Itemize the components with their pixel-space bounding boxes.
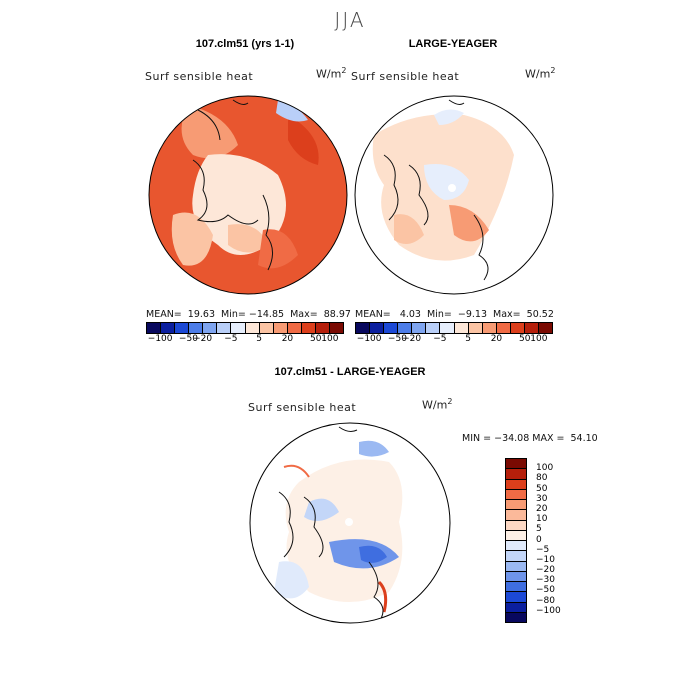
- diff-colorbar-swatch: [506, 582, 526, 593]
- left-units-label: W/m2: [316, 66, 347, 81]
- diff-colorbar-tick-label: −10: [536, 554, 555, 565]
- right-colorbar-swatch: [482, 323, 497, 333]
- left-panel-title: 107.clm51 (yrs 1-1): [195, 38, 295, 50]
- left-colorbar-swatch: [147, 323, 162, 333]
- left-colorbar-swatch: [217, 323, 232, 333]
- diff-colorbar-tick-label: −50: [536, 585, 555, 596]
- left-colorbar-swatch: [315, 323, 331, 333]
- right-colorbar-swatch: [496, 323, 511, 333]
- left-colorbar-tick-label: 20: [281, 334, 294, 344]
- right-panel-title: LARGE-YEAGER: [408, 38, 498, 50]
- left-colorbar-tick-label: −20: [193, 334, 213, 344]
- diff-colorbar-swatch: [506, 469, 526, 480]
- left-colorbar-swatch: [301, 323, 316, 333]
- diff-colorbar-tick-label: 50: [536, 483, 548, 494]
- right-colorbar-swatch: [454, 323, 469, 333]
- diff-colorbar-swatch: [506, 561, 526, 572]
- right-colorbar-swatch: [356, 323, 371, 333]
- diff-colorbar-swatch: [506, 530, 526, 541]
- left-stats: MEAN= 19.63 Min= −14.85 Max= 88.97: [146, 309, 351, 320]
- diff-minmax: MIN = −34.08 MAX = 54.10: [462, 433, 598, 444]
- right-colorbar-swatch: [440, 323, 455, 333]
- right-colorbar-tick-label: −100: [356, 334, 382, 344]
- diff-colorbar-swatch: [506, 520, 526, 531]
- left-colorbar-tick-label: −50: [178, 334, 198, 344]
- diff-colorbar-tick-label: 10: [536, 514, 548, 525]
- right-colorbar: −100 −50 −20 −5 5 20 50 100: [355, 322, 553, 346]
- right-colorbar-swatch: [539, 323, 553, 333]
- diff-colorbar-tick-label: 30: [536, 493, 548, 504]
- right-colorbar-tick-label: −20: [402, 334, 422, 344]
- right-colorbar-swatch: [398, 323, 413, 333]
- left-colorbar-tick-label: −5: [224, 334, 238, 344]
- right-stats: MEAN= 4.03 Min= −9.13 Max= 50.52: [355, 309, 554, 320]
- diff-panel-title: 107.clm51 - LARGE-YEAGER: [274, 366, 426, 378]
- right-colorbar-swatch: [524, 323, 540, 333]
- diff-colorbar-tick-label: −20: [536, 565, 555, 576]
- left-colorbar-swatch: [189, 323, 204, 333]
- left-colorbar-tick-label: −100: [147, 334, 173, 344]
- right-colorbar-tick-label: 100: [530, 334, 548, 344]
- right-colorbar-tick-label: 20: [490, 334, 503, 344]
- diff-colorbar: [505, 458, 527, 623]
- left-colorbar-swatch: [203, 323, 218, 333]
- left-colorbar-swatch: [259, 323, 274, 333]
- diff-colorbar-tick-label: 80: [536, 473, 548, 484]
- diff-colorbar-tick-label: 5: [536, 524, 542, 535]
- left-colorbar-swatch: [287, 323, 302, 333]
- diff-colorbar-swatch: [506, 602, 526, 613]
- right-polar-map: [354, 95, 554, 295]
- right-colorbar-swatch: [426, 323, 441, 333]
- right-colorbar-tick-label: −5: [433, 334, 447, 344]
- left-variable-label: Surf sensible heat: [145, 70, 254, 83]
- right-colorbar-swatch: [384, 323, 399, 333]
- right-colorbar-tick-label: −50: [387, 334, 407, 344]
- diff-colorbar-swatch: [506, 510, 526, 521]
- left-arctic-region: [192, 154, 286, 255]
- diff-colorbar-tick-label: −100: [536, 605, 561, 616]
- diff-colorbar-tick-label: 20: [536, 503, 548, 514]
- left-colorbar-swatch: [330, 323, 344, 333]
- diff-colorbar-tick-label: −5: [536, 544, 550, 555]
- left-colorbar-swatch: [231, 323, 246, 333]
- left-colorbar-swatch: [273, 323, 288, 333]
- diff-colorbar-tick-label: 100: [536, 463, 554, 474]
- diff-colorbar-swatch: [506, 489, 526, 500]
- left-colorbar: −100 −50 −20 −5 5 20 50 100: [146, 322, 344, 346]
- diff-colorbar-swatch: [506, 592, 526, 603]
- left-colorbar-swatch: [175, 323, 190, 333]
- right-colorbar-swatch: [412, 323, 427, 333]
- season-title: JJA: [334, 8, 366, 32]
- diff-colorbar-tick-label: −30: [536, 575, 555, 586]
- left-colorbar-swatch: [245, 323, 260, 333]
- diff-colorbar-swatch: [506, 541, 526, 552]
- diff-colorbar-tick-label: −80: [536, 595, 555, 606]
- diff-polar-map: [249, 422, 451, 624]
- diff-colorbar-swatch: [506, 551, 526, 562]
- diff-colorbar-swatch: [506, 500, 526, 511]
- diff-colorbar-labels: 100 80 50 30 20 10 5 0 −5 −10 −20 −30 −50 −80 −100: [536, 458, 576, 621]
- right-colorbar-tick-label: 50: [518, 334, 531, 344]
- right-units-label: W/m2: [525, 66, 556, 81]
- left-colorbar-tick-label: 5: [256, 334, 263, 344]
- left-colorbar-tick-label: 50: [309, 334, 322, 344]
- right-colorbar-tick-label: 5: [465, 334, 472, 344]
- right-colorbar-swatch: [510, 323, 525, 333]
- right-variable-label: Surf sensible heat: [351, 70, 460, 83]
- right-colorbar-swatch: [468, 323, 483, 333]
- diff-colorbar-tick-label: 0: [536, 534, 542, 545]
- diff-colorbar-swatch: [506, 479, 526, 490]
- diff-colorbar-swatch: [506, 571, 526, 582]
- diff-colorbar-swatch: [506, 459, 526, 470]
- diff-units-label: W/m2: [422, 397, 453, 412]
- left-polar-map: [148, 95, 348, 295]
- right-colorbar-swatch: [370, 323, 385, 333]
- left-colorbar-swatch: [161, 323, 176, 333]
- diff-variable-label: Surf sensible heat: [248, 401, 357, 414]
- diff-colorbar-swatch: [506, 612, 526, 622]
- left-colorbar-tick-label: 100: [321, 334, 339, 344]
